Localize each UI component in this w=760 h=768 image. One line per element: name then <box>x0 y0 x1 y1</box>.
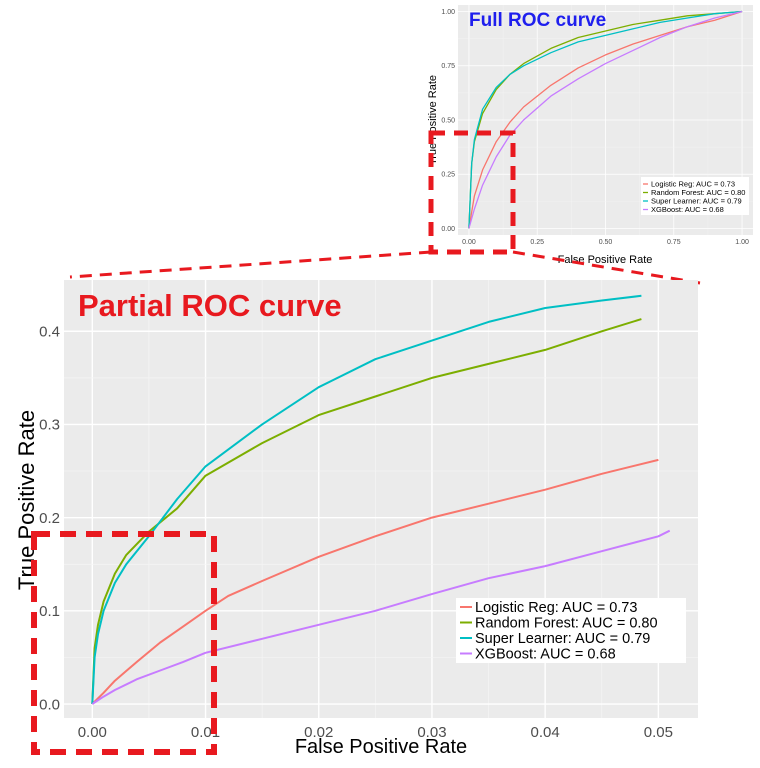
main-series-lines <box>91 294 671 705</box>
x-tick-label: 0.00 <box>462 239 476 246</box>
legend-label-1: Random Forest: AUC = 0.80 <box>475 616 658 632</box>
inset-legend-box <box>641 177 749 215</box>
series-line-0 <box>91 458 659 705</box>
series-line-3 <box>91 529 671 705</box>
partial-roc-chart: 0.00 0.01 0.02 0.03 0.04 0.050.00.10.20.30.4 … <box>14 280 698 758</box>
series-line-2 <box>468 10 743 229</box>
y-tick-label: 0.1 <box>39 603 60 620</box>
y-tick-label: 0.75 <box>441 63 455 70</box>
y-tick-label: 0.25 <box>441 172 455 179</box>
x-tick-label: 0.02 <box>304 724 333 741</box>
y-tick-label: 0.4 <box>39 324 60 341</box>
y-tick-label: 0.0 <box>39 696 60 713</box>
x-tick-label: 0.03 <box>417 724 446 741</box>
legend-label-3: XGBoost: AUC = 0.68 <box>475 647 616 663</box>
inset-title: Full ROC curve <box>469 10 606 31</box>
inset-tick-labels: 0.00 0.25 0.50 0.75 1.00 0.00 0.25 0.50 0.75 1.00 <box>441 9 749 246</box>
legend-label-1: Random Forest: AUC = 0.80 <box>651 188 745 197</box>
inset-y-axis-title: True Positive Rate <box>427 75 439 165</box>
x-tick-label: 0.50 <box>599 239 613 246</box>
x-tick-label: 0.04 <box>531 724 560 741</box>
legend-label-3: XGBoost: AUC = 0.68 <box>651 205 724 214</box>
main-tick-labels: 0.00 0.01 0.02 0.03 0.04 0.050.00.10.20.30.4 <box>39 324 673 741</box>
x-tick-label: 0.00 <box>78 724 107 741</box>
legend-label-0: Logistic Reg: AUC = 0.73 <box>475 600 637 616</box>
inset-series-lines <box>468 10 743 229</box>
main-grid <box>64 280 698 718</box>
x-tick-label: 1.00 <box>735 239 749 246</box>
main-highlight-box <box>31 531 217 755</box>
legend-label-2: Super Learner: AUC = 0.79 <box>651 197 742 206</box>
legend-label-0: Logistic Reg: AUC = 0.73 <box>651 180 735 189</box>
x-tick-label: 0.75 <box>667 239 681 246</box>
y-tick-label: 0.50 <box>441 117 455 124</box>
main-legend-box <box>456 598 686 663</box>
series-line-1 <box>91 318 642 705</box>
full-roc-inset: 0.00 0.25 0.50 0.75 1.00 0.00 0.25 0.50 0.75 1.00… <box>427 5 753 266</box>
y-tick-label: 1.00 <box>441 9 455 16</box>
zoom-connector-left <box>69 250 432 279</box>
main-title: Partial ROC curve <box>78 288 342 323</box>
x-tick-label: 0.25 <box>530 239 544 246</box>
y-tick-label: 0.00 <box>441 226 455 233</box>
main-x-axis-title: False Positive Rate <box>295 736 467 758</box>
y-tick-label: 0.3 <box>39 417 60 434</box>
legend-label-2: Super Learner: AUC = 0.79 <box>475 631 650 647</box>
x-tick-label: 0.05 <box>644 724 673 741</box>
series-line-3 <box>468 10 743 229</box>
inset-x-axis-title: False Positive Rate <box>558 254 653 266</box>
series-line-2 <box>91 294 642 705</box>
inset-highlight-box <box>428 130 516 255</box>
zoom-connector-right <box>512 250 701 285</box>
y-tick-label: 0.2 <box>39 510 60 527</box>
